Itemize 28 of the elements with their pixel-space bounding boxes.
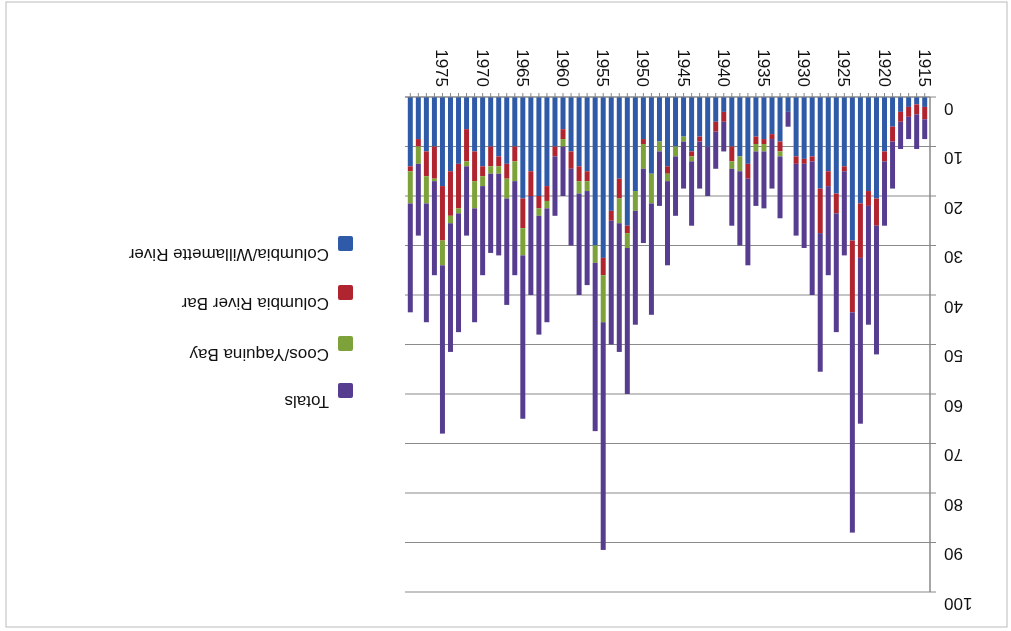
y-tick-label: 80 xyxy=(944,494,963,514)
legend-label: Columbia/Willamette River xyxy=(128,244,329,264)
x-tick-label: 1955 xyxy=(593,49,613,87)
legend-label: Columbia River Bar xyxy=(181,293,329,313)
x-tick-label: 1915 xyxy=(914,49,934,87)
y-tick-label: 50 xyxy=(944,346,963,366)
y-tick-label: 70 xyxy=(944,445,963,465)
x-tick-label: 1975 xyxy=(432,49,452,87)
legend-label: Totals xyxy=(284,391,329,411)
y-tick-label: 0 xyxy=(944,98,954,118)
y-tick-label: 100 xyxy=(944,593,973,613)
x-tick-label: 1970 xyxy=(472,49,492,87)
y-tick-label: 30 xyxy=(944,247,963,267)
x-tick-label: 1950 xyxy=(633,49,653,87)
x-tick-label: 1940 xyxy=(713,49,733,87)
x-tick-label: 1925 xyxy=(834,49,854,87)
x-tick-label: 1930 xyxy=(794,49,814,87)
y-tick-label: 60 xyxy=(944,395,963,415)
y-tick-label: 90 xyxy=(944,544,963,564)
y-tick-label: 40 xyxy=(944,296,963,316)
x-tick-label: 1965 xyxy=(512,49,532,87)
legend-label: Coos/Yaquina Bay xyxy=(188,344,329,364)
y-tick-label: 10 xyxy=(944,148,963,168)
y-tick-label: 20 xyxy=(944,197,963,217)
x-tick-label: 1960 xyxy=(553,49,573,87)
x-tick-label: 1935 xyxy=(754,49,773,87)
x-tick-label: 1920 xyxy=(874,49,894,87)
x-tick-label: 1945 xyxy=(673,49,693,87)
